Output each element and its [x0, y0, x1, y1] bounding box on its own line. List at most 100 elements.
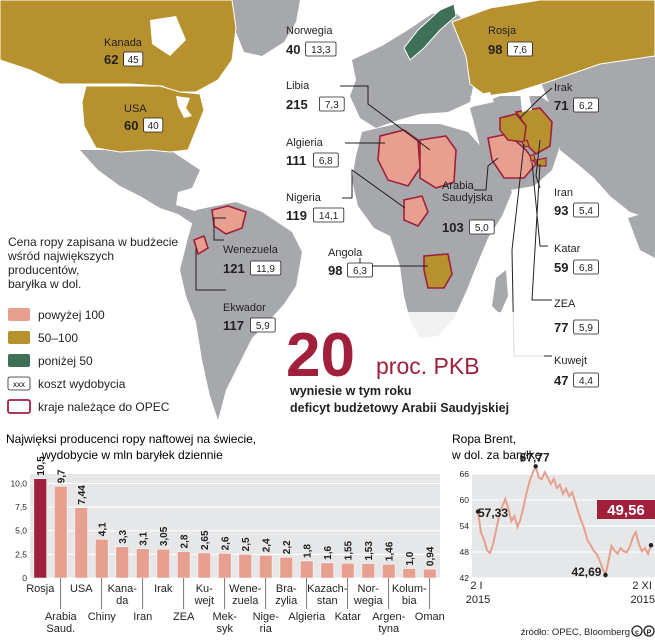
cost-box: [249, 317, 276, 333]
legend-label-50-100: 50–100: [38, 331, 78, 345]
bar-value-label: 9,7: [56, 469, 67, 483]
bar-category-labels: Rosja Arabia Saud. USA Chiny Kana-da Iran Irak Z…: [26, 578, 445, 635]
bar-value-label: 1,0: [405, 551, 416, 565]
country-name-line: Arabia: [442, 180, 475, 192]
south-america-landmass: [180, 202, 302, 420]
budget-price-value: 98: [328, 263, 342, 278]
annotation-label: 67,77: [520, 450, 550, 464]
category-label-line: wejt: [193, 595, 214, 607]
budget-price-value: 59: [554, 260, 568, 275]
category-label-line: ria: [260, 623, 273, 635]
brent-x-label-start: 2 I 2015: [466, 580, 490, 606]
country-name: Katar: [554, 243, 581, 255]
leader-irak: [519, 87, 553, 119]
production-cost-value: 11,9: [256, 264, 275, 275]
category-label: ZEA: [173, 611, 195, 623]
production-cost-value: 5,9: [256, 321, 270, 332]
category-label-line: Argen-: [372, 611, 405, 623]
category-label: Oman: [415, 611, 445, 623]
brent-x-label-end: 2 XI 2015: [631, 580, 655, 606]
country-name: Wenezuela: [223, 244, 279, 256]
category-label: USA: [70, 583, 93, 595]
category-label-line: Bra-: [276, 583, 297, 595]
production-cost-value: 4,4: [579, 376, 593, 387]
qatar-landmass: [529, 153, 536, 162]
production-cost-value: 14,1: [319, 211, 339, 222]
y-tick-label: 60: [460, 495, 470, 505]
country-label-kuwejt: Kuwejt 47 4,4: [554, 355, 599, 388]
leader-arabia: [474, 157, 499, 191]
legend-label-below-50: poniżej 50: [38, 354, 93, 368]
cost-box: [143, 117, 164, 133]
production-cost-value: 6,3: [353, 266, 367, 277]
world-map: [0, 0, 655, 420]
budget-price-value: 40: [286, 42, 300, 57]
category-label-line: Algieria: [288, 611, 326, 623]
bar-value-label: 2,6: [220, 536, 231, 550]
bar: [197, 552, 211, 579]
central-america-landmass: [80, 150, 206, 226]
bar: [320, 562, 334, 579]
country-label-norwegia: Norwegia 40 13,3: [286, 25, 337, 57]
production-cost-value: 6,8: [319, 156, 333, 167]
budget-price-value: 98: [488, 42, 502, 57]
bar: [300, 560, 314, 579]
category-label-line: Chiny: [88, 611, 117, 623]
country-label-angola: Angola 98 6,3: [328, 247, 373, 278]
brent-y-tick-labels: 42 48 54 60 66: [460, 469, 470, 583]
budget-price-value: 121: [223, 261, 245, 276]
cost-box: [347, 262, 373, 278]
category-label-line: zylia: [275, 595, 298, 607]
brent-x-label-start-line: 2015: [466, 594, 490, 606]
legend-swatch-cost: [7, 376, 31, 391]
bar-value-label: 1,6: [323, 546, 334, 560]
annotation-label: 42,69: [571, 565, 601, 579]
country-label-kanada: Kanada 62 45: [104, 37, 144, 67]
cost-box: [573, 372, 599, 388]
bar: [136, 548, 150, 579]
bar: [382, 563, 396, 579]
headline-line2: deficyt budżetowy Arabii Saudyjskiej: [290, 401, 509, 415]
production-bar-chart: Najwięksi producenci ropy naftowej na św…: [6, 432, 445, 635]
bar: [177, 551, 191, 579]
leader-ekwador: [195, 248, 226, 291]
usa-landmass: [81, 85, 205, 153]
bar: [115, 546, 129, 579]
country-labels: Kanada 62 45 USA 60 40 Norwegia 40 13,3 Rosja 98 7,…: [104, 25, 599, 388]
category-label-line: stan: [317, 595, 338, 607]
budget-price-value: 77: [554, 320, 568, 335]
category-label-line: bia: [402, 595, 418, 607]
category-label-line: Kana-: [108, 583, 138, 595]
category-label-line: Nor-: [358, 583, 380, 595]
category-label-line: Arabia: [45, 611, 78, 623]
country-label-ekwador: Ekwador 117 5,9: [223, 302, 276, 333]
leader-katar: [531, 161, 548, 247]
caspian-sea: [520, 90, 532, 112]
country-name: Iran: [554, 187, 573, 199]
y-tick-label: 48: [460, 547, 470, 557]
category-label: Kazach-stan: [307, 583, 348, 607]
ecuador-landmass: [193, 234, 209, 256]
bar: [74, 507, 88, 579]
category-label: Ku-wejt: [193, 583, 214, 607]
country-label-usa: USA 60 40: [124, 103, 164, 133]
category-label: Iran: [133, 611, 152, 623]
category-label-line: Oman: [415, 611, 445, 623]
country-label-rosja: Rosja 98 7,6: [488, 25, 533, 57]
budget-price-value: 93: [554, 203, 568, 218]
production-cost-value: 6,8: [579, 263, 593, 274]
category-label: Wene-zuela: [229, 583, 262, 607]
country-name: Algieria: [286, 137, 324, 149]
brent-x-label-start-line: 2 I: [470, 580, 482, 592]
category-label-line: ZEA: [173, 611, 195, 623]
country-name: Kuwejt: [554, 355, 587, 367]
production-cost-value: 5,9: [579, 323, 593, 334]
category-label-line: Kazach-: [307, 583, 348, 595]
y-tick-label: 7,5: [15, 502, 27, 512]
copyright-icon: c P: [631, 625, 655, 637]
category-label-line: Nige-: [253, 611, 280, 623]
legend-label-cost: koszt wydobycia: [38, 377, 126, 391]
category-label-line: wegia: [353, 595, 384, 607]
category-label: Mek-syk: [213, 611, 238, 635]
algeria-landmass: [377, 129, 421, 187]
